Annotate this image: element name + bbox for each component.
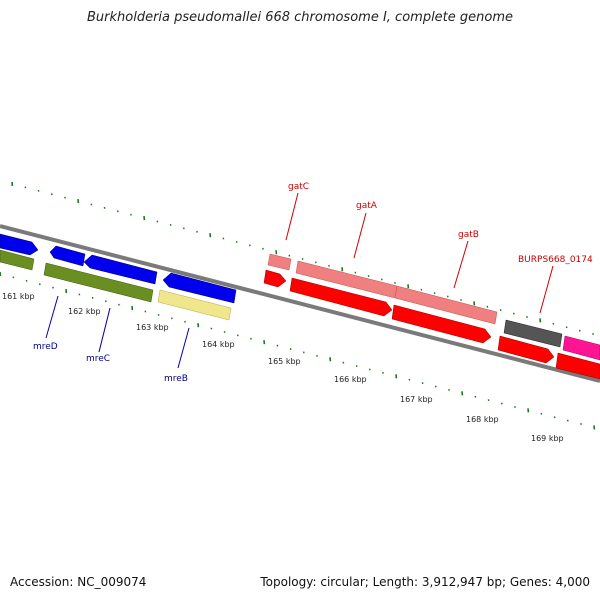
kbp-label: 162 kbp — [68, 307, 101, 316]
gene-label-mreD[interactable]: mreD — [33, 342, 58, 352]
gene-feature-arrow[interactable] — [0, 233, 39, 256]
gene-feature-gatC[interactable] — [267, 253, 292, 271]
kbp-label: 166 kbp — [334, 375, 367, 384]
gene-feature-arrow[interactable] — [263, 269, 287, 288]
accession-text: Accession: NC_009074 — [10, 575, 147, 589]
gene-label-gatC[interactable]: gatC — [288, 182, 309, 192]
gene-feature-BURPS668_0174[interactable] — [503, 319, 563, 348]
kbp-label: 165 kbp — [268, 357, 301, 366]
gene-feature-arrow[interactable] — [162, 272, 237, 304]
genome-summary-text: Topology: circular; Length: 3,912,947 bp… — [260, 575, 590, 589]
gene-feature-gatB[interactable] — [394, 285, 498, 325]
outer-tick-ring — [11, 181, 594, 335]
gene-label-gatB[interactable]: gatB — [458, 230, 479, 240]
kbp-labels: 161 kbp 162 kbp 163 kbp 164 kbp 165 kbp … — [2, 292, 564, 443]
kbp-label: 163 kbp — [136, 323, 169, 332]
gene-feature-mreC[interactable] — [43, 262, 154, 303]
gene-feature-arrow[interactable] — [83, 254, 158, 285]
chromosome-backbone — [0, 224, 600, 383]
inner-tick-ring — [0, 271, 596, 430]
gene-feature-mreD[interactable] — [0, 249, 35, 271]
kbp-label: 169 kbp — [531, 434, 564, 443]
map-title: Burkholderia pseudomallei 668 chromosome… — [86, 10, 514, 25]
gene-feature-arrow[interactable] — [497, 335, 555, 364]
gene-label-BURPS668_0174[interactable]: BURPS668_0174 — [518, 255, 593, 265]
kbp-label: 164 kbp — [202, 340, 235, 349]
gene-labels: mreD mreC mreB gatC gatA gatB BURPS668_0… — [33, 182, 593, 384]
gene-feature-arrow[interactable] — [391, 304, 492, 344]
gene-feature-arrow[interactable] — [49, 245, 86, 267]
kbp-label: 161 kbp — [2, 292, 35, 301]
gene-label-gatA[interactable]: gatA — [356, 201, 378, 211]
red-label-leaders — [285, 192, 554, 314]
gene-features — [0, 233, 600, 380]
kbp-label: 167 kbp — [400, 395, 433, 404]
gene-label-mreB[interactable]: mreB — [164, 374, 188, 384]
kbp-label: 168 kbp — [466, 415, 499, 424]
gene-feature-mreB[interactable] — [157, 289, 232, 321]
gene-feature-arrow[interactable] — [555, 352, 600, 380]
gene-feature-arrow[interactable] — [289, 277, 393, 317]
blue-label-leaders — [45, 295, 190, 369]
gene-label-mreC[interactable]: mreC — [86, 354, 110, 364]
gene-feature-arrow[interactable] — [562, 335, 600, 361]
